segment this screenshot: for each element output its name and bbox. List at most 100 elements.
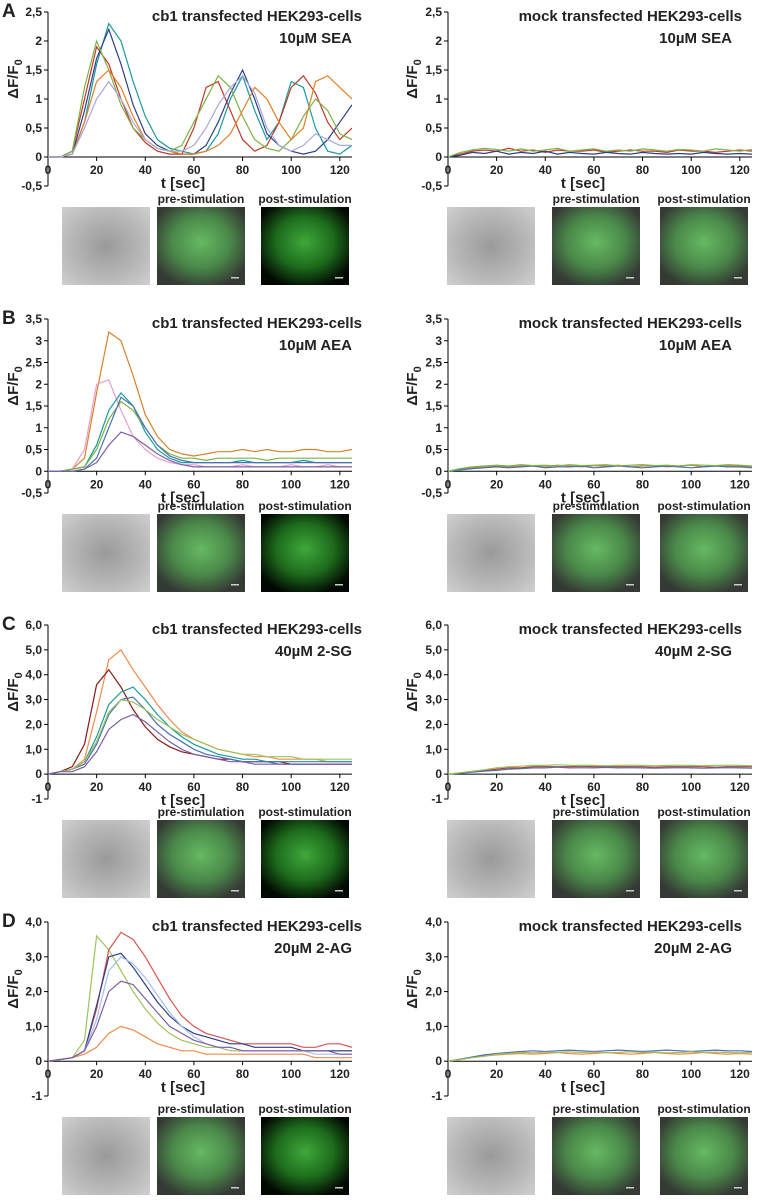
x-tick-label: 80 (636, 780, 650, 794)
image-label: post-stimulation (258, 805, 351, 819)
chart-subtitle: 10µM AEA (279, 337, 352, 354)
trace (48, 980, 352, 1062)
trace (48, 431, 352, 472)
scale-bar (231, 1187, 239, 1189)
chart-title: mock transfected HEK293-cells (519, 918, 742, 935)
y-axis-label: ΔF/F0 (404, 672, 424, 711)
x-tick-label: 40 (539, 780, 553, 794)
y-axis-label-sub: 0 (13, 672, 25, 678)
chart-title: cb1 transfected HEK293-cells (152, 621, 362, 638)
y-tick-label: 1 (35, 92, 42, 106)
trace (48, 1025, 352, 1062)
image-label: pre-stimulation (553, 499, 640, 513)
fluorescence-image (157, 820, 245, 898)
trace (48, 45, 352, 158)
x-tick-label: 120 (730, 477, 750, 491)
y-axis-label: ΔF/F0 (404, 59, 424, 98)
fluorescence-image (660, 820, 748, 898)
x-tick-label: 60 (187, 1067, 201, 1081)
trace (48, 713, 352, 775)
y-axis-label: ΔF/F0 (5, 59, 25, 98)
fluorescence-image (552, 1117, 640, 1195)
y-tick-label: 3,5 (25, 312, 42, 326)
x-tick-label: 100 (681, 1067, 701, 1081)
bright-field-image (62, 1117, 150, 1195)
y-tick-label: 0 (35, 767, 42, 781)
x-tick-label: 40 (139, 163, 153, 177)
y-tick-label: 1,0 (25, 742, 42, 756)
y-axis-label-sub: 0 (13, 59, 25, 65)
x-tick-label: 60 (587, 780, 601, 794)
x-tick-label: 40 (139, 780, 153, 794)
bright-field-image (62, 207, 150, 285)
y-tick-label: 3 (435, 334, 442, 348)
x-tick-label: 120 (330, 780, 350, 794)
trace (448, 147, 752, 158)
x-tick-label: 80 (636, 163, 650, 177)
fluorescence-image (261, 1117, 349, 1195)
chart-title: cb1 transfected HEK293-cells (152, 8, 362, 25)
y-tick-label: 6,0 (25, 618, 42, 632)
x-tick-label: 100 (681, 163, 701, 177)
trace (448, 1049, 752, 1062)
x-axis-label: t [sec] (561, 489, 605, 506)
y-tick-label: 2,5 (25, 356, 42, 370)
x-axis-label: t [sec] (161, 489, 205, 506)
image-label: pre-stimulation (158, 192, 245, 206)
y-axis-label-main: ΔF/F (5, 372, 22, 405)
x-tick-label: 100 (281, 780, 301, 794)
x-tick-label: 0 (445, 477, 452, 491)
y-tick-label: 1,0 (25, 1019, 42, 1033)
trace (48, 396, 352, 472)
x-tick-label: 20 (90, 477, 104, 491)
scale-bar (231, 890, 239, 892)
y-tick-label: 1,5 (25, 63, 42, 77)
scale-bar (335, 890, 343, 892)
x-tick-label: 20 (490, 477, 504, 491)
trace (448, 1051, 752, 1062)
trace (448, 764, 752, 775)
y-tick-label: 1,0 (425, 1019, 442, 1033)
chart-title: cb1 transfected HEK293-cells (152, 315, 362, 332)
y-axis-label-sub: 0 (13, 366, 25, 372)
y-tick-label: -1 (431, 1089, 442, 1103)
y-tick-label: -1 (31, 792, 42, 806)
chart-title: mock transfected HEK293-cells (519, 8, 742, 25)
x-tick-label: 120 (330, 1067, 350, 1081)
y-tick-label: 3,0 (425, 693, 442, 707)
scale-bar (734, 890, 742, 892)
y-tick-label: 5,0 (425, 643, 442, 657)
fluorescence-image (552, 820, 640, 898)
scale-bar (335, 277, 343, 279)
x-tick-label: 120 (730, 163, 750, 177)
chart-title: mock transfected HEK293-cells (519, 621, 742, 638)
trace (48, 698, 352, 775)
image-label: post-stimulation (258, 1102, 351, 1116)
chart-subtitle: 10µM SEA (659, 30, 732, 47)
y-axis-label-sub: 0 (412, 672, 424, 678)
y-tick-label: 0 (435, 150, 442, 164)
y-tick-label: 2 (35, 377, 42, 391)
trace (448, 464, 752, 472)
fluorescence-image (261, 820, 349, 898)
y-tick-label: 6,0 (425, 618, 442, 632)
y-tick-label: -0,5 (21, 179, 42, 193)
y-tick-label: -0,5 (21, 486, 42, 500)
scale-bar (626, 1187, 634, 1189)
trace (48, 27, 352, 158)
panel: mock transfected HEK293-cells 40µM 2-SG -1… (404, 618, 752, 898)
x-axis-label: t [sec] (561, 792, 605, 809)
trace (48, 330, 352, 472)
bright-field-image (447, 1117, 535, 1195)
y-tick-label: -0,5 (421, 179, 442, 193)
y-axis-label: ΔF/F0 (5, 366, 25, 405)
x-tick-label: 100 (681, 780, 701, 794)
x-axis-label: t [sec] (561, 175, 605, 192)
x-axis-label: t [sec] (161, 175, 205, 192)
y-tick-label: 1,5 (425, 399, 442, 413)
x-tick-label: 0 (445, 1067, 452, 1081)
panel-letter: C (2, 614, 16, 635)
x-tick-label: 0 (45, 163, 52, 177)
y-tick-label: 1 (435, 92, 442, 106)
